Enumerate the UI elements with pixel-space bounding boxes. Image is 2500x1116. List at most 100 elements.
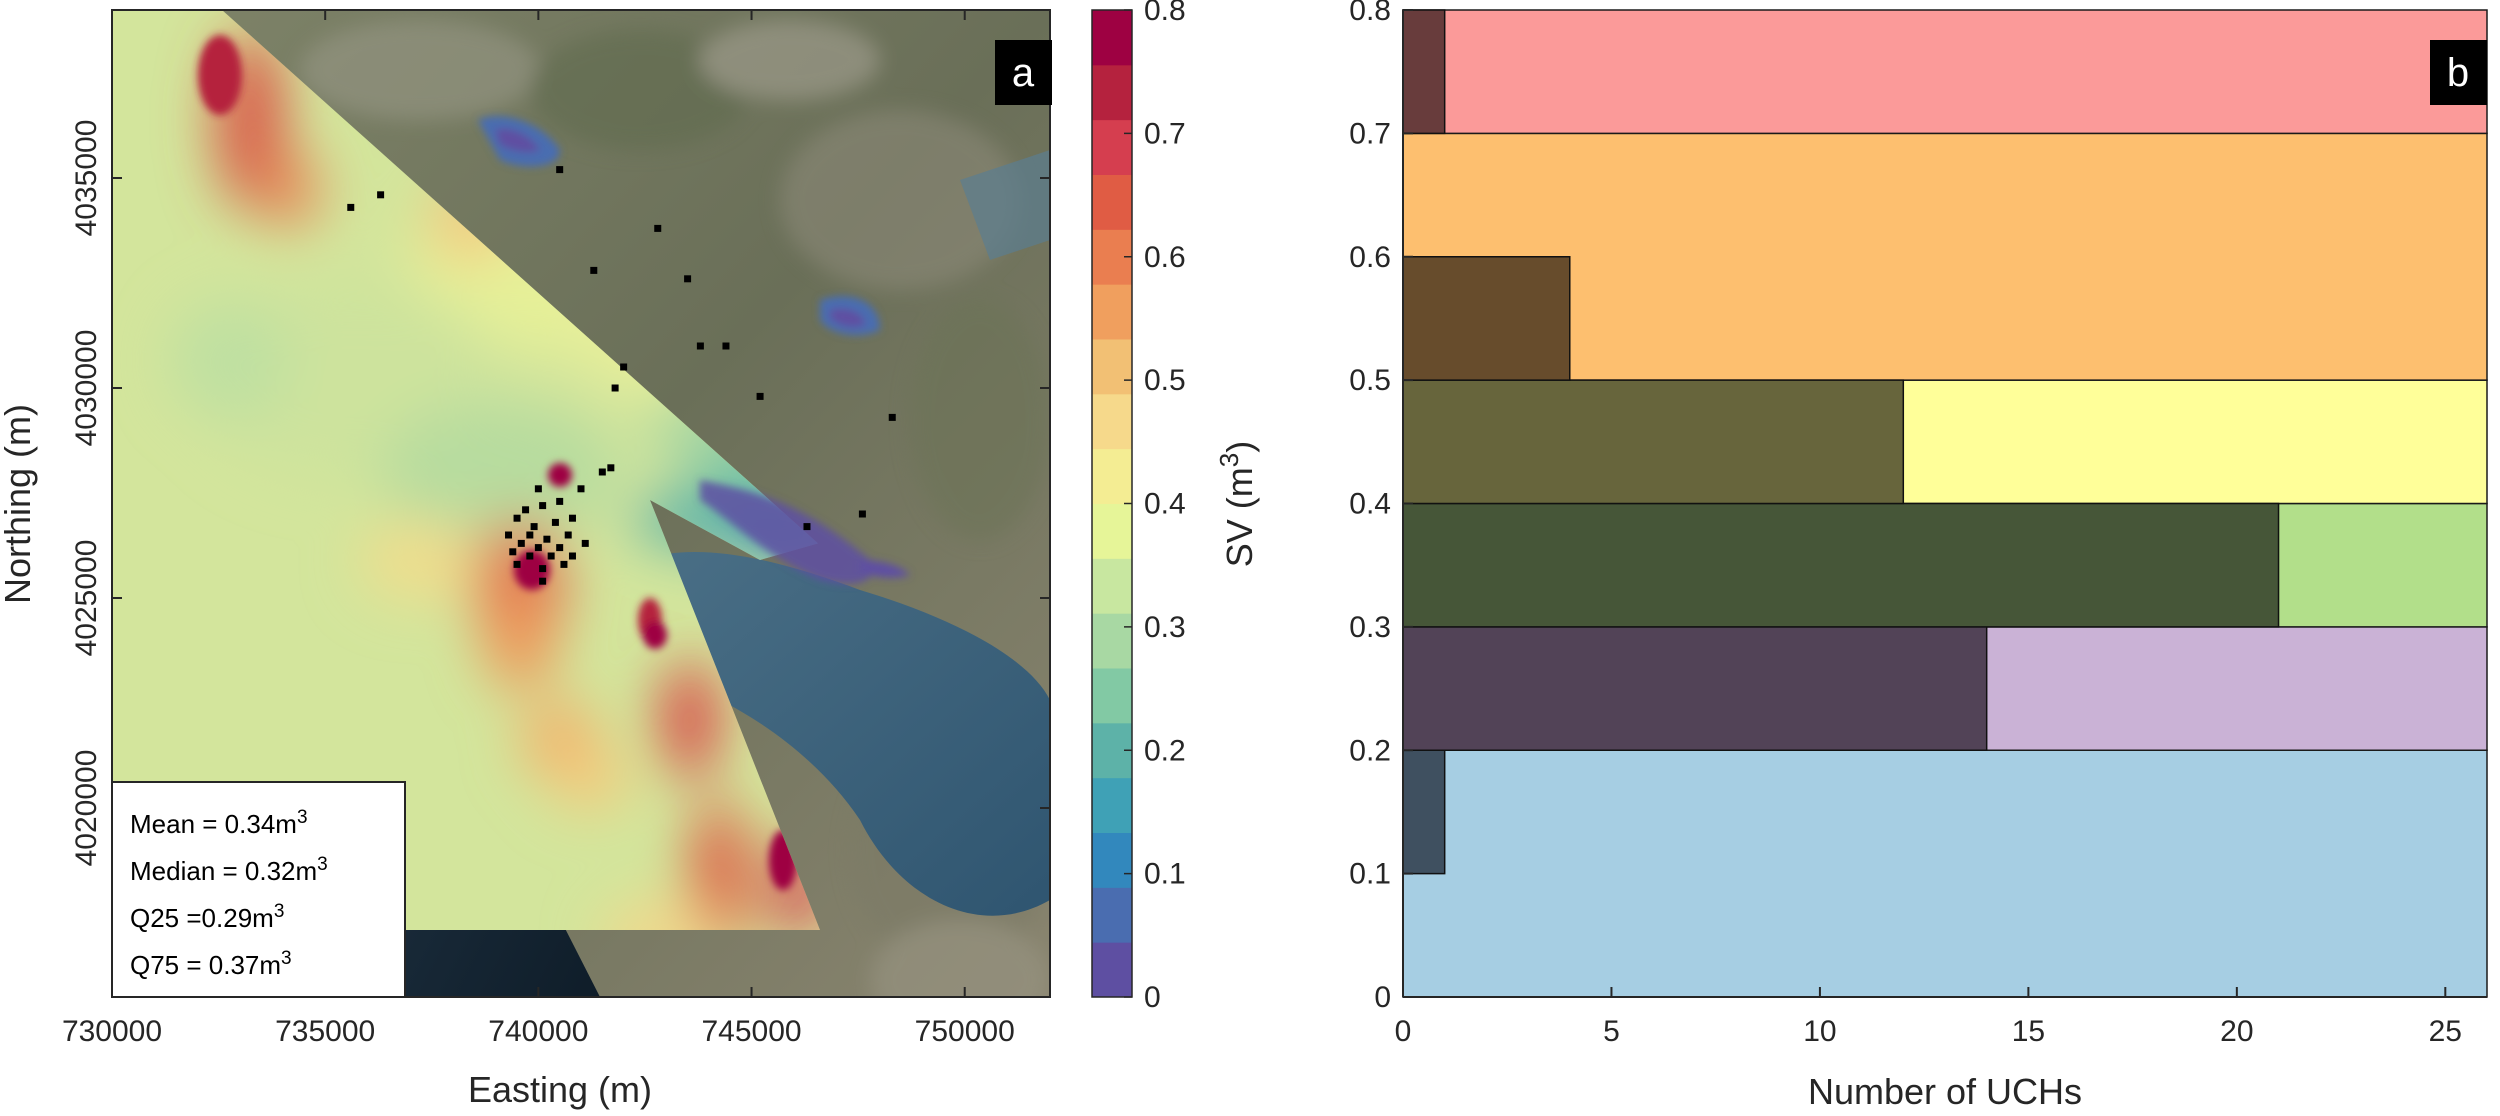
panel-a-letter: a	[1012, 51, 1035, 95]
panel-b-badge	[2430, 40, 2487, 105]
colorbar-tick-label: 0	[1144, 981, 1161, 1014]
sample-point	[517, 539, 525, 547]
sample-point	[547, 552, 555, 560]
sample-point	[530, 523, 538, 531]
hist-x-tick-label: 10	[1803, 1015, 1836, 1048]
colorbar: 0 0.1 0.2 0.3 0.4 0.5 0.6 0.7 0.8 SV (m3)	[1091, 0, 1260, 1014]
colorbar-segment	[1092, 64, 1132, 121]
sample-point	[577, 485, 585, 493]
hist-x-tick-label: 25	[2429, 1015, 2462, 1048]
sample-point	[539, 502, 547, 510]
sample-point	[534, 485, 542, 493]
sample-point	[551, 518, 559, 526]
sample-point	[696, 342, 704, 350]
sample-point	[722, 342, 730, 350]
sample-point	[684, 275, 692, 283]
sample-point	[568, 552, 576, 560]
sample-point	[888, 413, 896, 421]
hist-bar	[1402, 379, 1905, 505]
colorbar-tick-label: 0.7	[1144, 117, 1186, 150]
colorbar-segment	[1092, 174, 1132, 230]
sample-point	[526, 552, 534, 560]
sample-point	[560, 560, 568, 568]
sample-point	[581, 539, 589, 547]
hist-bar	[1402, 502, 2280, 628]
channel	[960, 150, 1050, 260]
sample-point	[803, 523, 811, 531]
hist-y-tick-label: 0.3	[1349, 611, 1391, 644]
map-y-ticks: 4020000 4025000 4030000 4035000	[70, 120, 1050, 866]
colorbar-segments	[1092, 10, 1132, 998]
hist-band	[1402, 9, 2488, 135]
hist-y-tick-label: 0.1	[1349, 858, 1391, 891]
stat-q75: Q75 = 0.37m3	[130, 948, 292, 980]
stats-box: Mean = 0.34m3 Median = 0.32m3 Q25 =0.29m…	[111, 781, 406, 998]
panel-b-letter: b	[2447, 51, 2469, 95]
map-panel: 730000 735000 740000 745000 750000 402000040…	[0, 9, 1052, 1110]
colorbar-tick-label: 0.5	[1144, 364, 1186, 397]
colorbar-segment	[1092, 339, 1132, 395]
sample-point	[509, 548, 517, 556]
hist-x-tick-label: 5	[1603, 1015, 1620, 1048]
sample-point	[654, 224, 662, 232]
hist-bar	[1402, 256, 1571, 381]
map-x-ticks: 730000 735000 740000 745000 750000	[62, 10, 1015, 1048]
sample-point	[539, 565, 547, 573]
colorbar-ticks: 0 0.1 0.2 0.3 0.4 0.5 0.6 0.7 0.8	[1124, 0, 1186, 1014]
sample-point	[556, 497, 564, 505]
sample-point	[858, 510, 866, 518]
map-y-label: Northing (m)	[0, 404, 38, 604]
sample-point	[526, 531, 534, 539]
map-frame	[111, 9, 1051, 998]
colorbar-segment	[1092, 668, 1132, 724]
colorbar-tick-label: 0.1	[1144, 858, 1186, 891]
colorbar-segment	[1092, 832, 1132, 888]
sample-point	[513, 560, 521, 568]
colorbar-segment	[1092, 284, 1132, 340]
map-y-tick-label: 4030000	[70, 330, 103, 447]
hist-x-tick-label: 0	[1395, 1015, 1412, 1048]
colorbar-segment	[1092, 448, 1132, 504]
map-x-tick-label: 735000	[275, 1015, 375, 1048]
sample-point	[611, 384, 619, 392]
map-x-tick-label: 730000	[62, 1015, 162, 1048]
map-x-tick-label: 740000	[488, 1015, 588, 1048]
hist-y-tick-label: 0.7	[1349, 117, 1391, 150]
sv-low-lobes	[478, 116, 910, 584]
colorbar-segment	[1092, 393, 1132, 450]
sample-point	[568, 514, 576, 522]
sample-point	[347, 203, 355, 211]
sample-point	[564, 531, 572, 539]
sample-point	[505, 531, 513, 539]
sample-point	[522, 506, 530, 514]
stat-q25: Q25 =0.29m3	[130, 901, 284, 933]
sample-point	[534, 544, 542, 552]
map-x-tick-label: 745000	[701, 1015, 801, 1048]
map-y-tick-label: 4025000	[70, 540, 103, 657]
hist-bar	[1402, 626, 1988, 751]
colorbar-segment	[1092, 503, 1132, 559]
sample-point	[756, 392, 764, 400]
sample-point	[556, 544, 564, 552]
map-x-label: Easting (m)	[468, 1069, 652, 1110]
colorbar-tick-label: 0.6	[1144, 241, 1186, 274]
hist-y-tick-label: 0	[1374, 981, 1391, 1014]
colorbar-label: SV (m3)	[1214, 441, 1260, 567]
sample-point	[607, 464, 615, 472]
colorbar-tick-label: 0.8	[1144, 0, 1186, 27]
hist-x-tick-label: 20	[2220, 1015, 2253, 1048]
sample-points	[347, 166, 896, 585]
sample-point	[556, 166, 564, 174]
colorbar-tick-label: 0.2	[1144, 734, 1186, 767]
hist-y-tick-label: 0.5	[1349, 364, 1391, 397]
colorbar-tick-label: 0.3	[1144, 611, 1186, 644]
colorbar-segment	[1092, 777, 1132, 833]
hist-x-tick-label: 15	[2012, 1015, 2045, 1048]
stat-median: Median = 0.32m3	[130, 854, 328, 886]
hist-band	[1402, 749, 2488, 998]
hist-y-tick-label: 0.2	[1349, 734, 1391, 767]
sample-point	[620, 363, 628, 371]
map-y-tick-label: 4035000	[70, 120, 103, 237]
hist-bar	[1402, 749, 1446, 875]
